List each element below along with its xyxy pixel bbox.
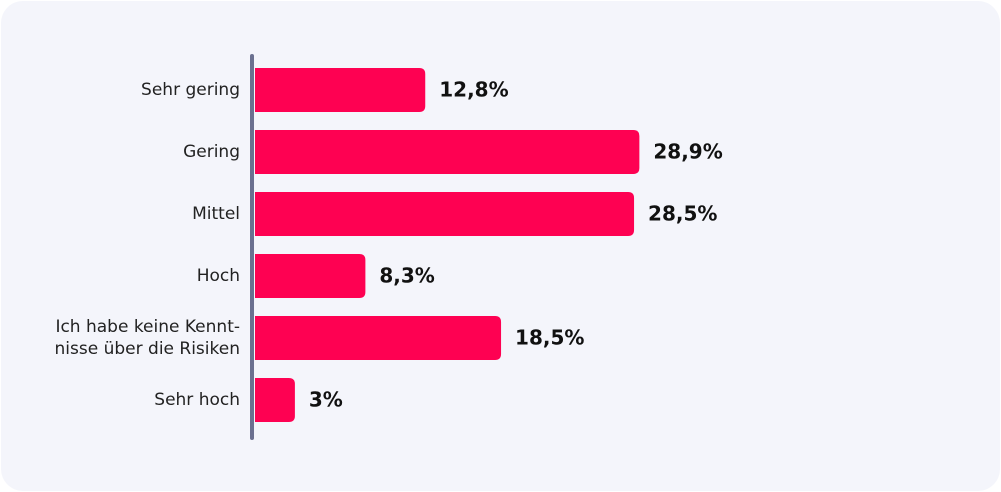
- bar: [255, 192, 635, 236]
- value-label: 28,5%: [648, 202, 717, 226]
- bar: [255, 254, 366, 298]
- category-label: Hoch: [197, 266, 240, 286]
- value-label: 3%: [309, 388, 343, 412]
- value-label: 28,9%: [653, 140, 722, 164]
- value-label: 12,8%: [439, 78, 508, 102]
- bar: [255, 130, 640, 174]
- value-label: 18,5%: [515, 326, 584, 350]
- category-label: Mittel: [192, 204, 240, 224]
- bar: [255, 316, 502, 360]
- bar: [255, 378, 295, 422]
- category-label: Gering: [183, 142, 240, 162]
- category-label: Sehr hoch: [154, 390, 240, 410]
- bar: [255, 68, 426, 112]
- category-label: Ich habe keine Kennt-nisse über die Risi…: [55, 317, 240, 359]
- value-label: 8,3%: [379, 264, 434, 288]
- category-label: Sehr gering: [141, 80, 240, 100]
